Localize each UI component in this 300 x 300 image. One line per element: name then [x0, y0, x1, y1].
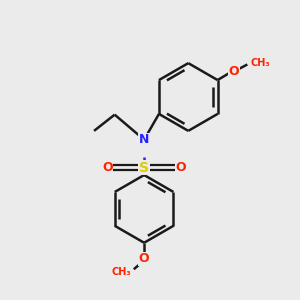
- Text: O: O: [229, 65, 239, 78]
- Text: O: O: [176, 161, 186, 174]
- Text: O: O: [139, 252, 149, 266]
- Text: O: O: [102, 161, 112, 174]
- Text: N: N: [139, 133, 149, 146]
- Text: S: S: [139, 161, 149, 175]
- Text: CH₃: CH₃: [251, 58, 271, 68]
- Text: CH₃: CH₃: [111, 267, 131, 277]
